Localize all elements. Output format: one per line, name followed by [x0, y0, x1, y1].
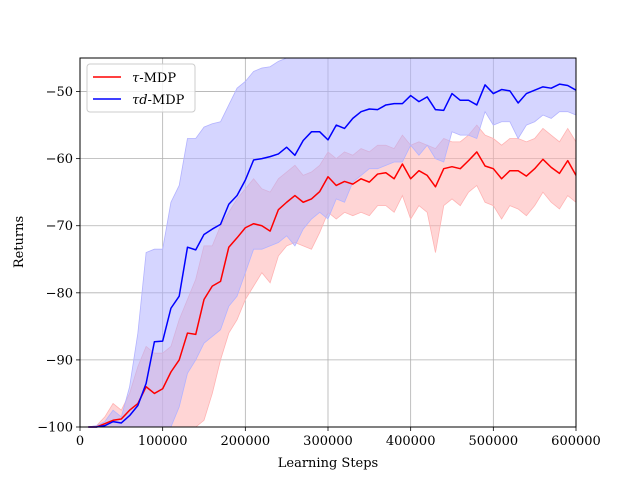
x-tick-label: 300000	[303, 434, 353, 449]
y-axis-label: Returns	[12, 216, 27, 268]
series-lines	[88, 83, 577, 428]
y-tick-label: −80	[46, 286, 73, 301]
series-line-tau-mdp	[88, 151, 577, 428]
series-line-tau-d-mdp	[88, 83, 577, 428]
x-axis-label: Learning Steps	[278, 456, 378, 471]
legend: τ-MDP τd-MDP	[86, 63, 196, 113]
y-tick-label: −60	[46, 152, 73, 167]
y-tick-label: −100	[37, 421, 73, 436]
x-axis-ticks: 0 100000 200000 300000 400000 500000 600000	[76, 427, 601, 449]
legend-box	[86, 63, 196, 113]
y-tick-label: −50	[46, 85, 73, 100]
x-tick-label: 100000	[138, 434, 188, 449]
x-tick-label: 0	[76, 434, 84, 449]
x-tick-label: 500000	[469, 434, 519, 449]
legend-label-tau-d-mdp: τd-MDP	[132, 93, 185, 108]
y-tick-label: −70	[46, 219, 73, 234]
y-tick-label: −90	[46, 353, 73, 368]
confidence-bands	[88, 57, 577, 428]
x-tick-label: 200000	[221, 434, 271, 449]
x-tick-label: 400000	[386, 434, 436, 449]
y-axis-ticks: −100 −90 −80 −70 −60 −50	[37, 85, 80, 436]
x-tick-label: 600000	[551, 434, 601, 449]
legend-label-tau-mdp: τ-MDP	[132, 71, 176, 86]
band-tau-d-mdp	[88, 57, 577, 428]
